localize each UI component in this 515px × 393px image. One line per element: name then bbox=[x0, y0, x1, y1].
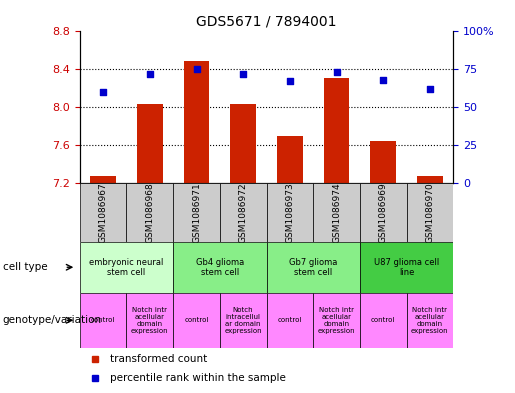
Text: embryonic neural
stem cell: embryonic neural stem cell bbox=[89, 257, 164, 277]
Point bbox=[193, 66, 201, 72]
Text: U87 glioma cell
line: U87 glioma cell line bbox=[374, 257, 439, 277]
Text: GSM1086969: GSM1086969 bbox=[379, 182, 388, 242]
Text: control: control bbox=[278, 317, 302, 323]
Text: GSM1086972: GSM1086972 bbox=[238, 182, 248, 242]
Point bbox=[286, 78, 294, 84]
Bar bbox=[313, 183, 360, 242]
Bar bbox=[267, 242, 360, 293]
Text: control: control bbox=[184, 317, 209, 323]
Bar bbox=[173, 293, 220, 348]
Point bbox=[239, 71, 247, 77]
Bar bbox=[230, 104, 256, 183]
Text: GSM1086968: GSM1086968 bbox=[145, 182, 154, 242]
Bar bbox=[80, 293, 127, 348]
Bar bbox=[417, 176, 443, 183]
Point bbox=[99, 89, 107, 95]
Text: GSM1086971: GSM1086971 bbox=[192, 182, 201, 242]
Text: control: control bbox=[371, 317, 396, 323]
Text: cell type: cell type bbox=[3, 262, 47, 272]
Point bbox=[379, 77, 387, 83]
Text: control: control bbox=[91, 317, 115, 323]
Text: GSM1086970: GSM1086970 bbox=[425, 182, 434, 242]
Bar bbox=[80, 242, 173, 293]
Text: percentile rank within the sample: percentile rank within the sample bbox=[110, 373, 286, 382]
Point bbox=[332, 69, 340, 75]
Bar bbox=[406, 293, 453, 348]
Title: GDS5671 / 7894001: GDS5671 / 7894001 bbox=[196, 15, 337, 29]
Text: GSM1086973: GSM1086973 bbox=[285, 182, 295, 242]
Bar bbox=[220, 293, 267, 348]
Bar bbox=[220, 183, 267, 242]
Bar bbox=[313, 293, 360, 348]
Bar bbox=[90, 176, 116, 183]
Bar bbox=[360, 183, 406, 242]
Bar bbox=[406, 183, 453, 242]
Point bbox=[426, 86, 434, 92]
Bar bbox=[127, 183, 173, 242]
Bar bbox=[360, 293, 406, 348]
Text: transformed count: transformed count bbox=[110, 354, 207, 364]
Text: Gb7 glioma
stem cell: Gb7 glioma stem cell bbox=[289, 257, 337, 277]
Text: Notch intr
acellular
domain
expression: Notch intr acellular domain expression bbox=[131, 307, 168, 334]
Text: Notch intr
acellular
domain
expression: Notch intr acellular domain expression bbox=[318, 307, 355, 334]
Text: Notch intr
acellular
domain
expression: Notch intr acellular domain expression bbox=[411, 307, 449, 334]
Text: GSM1086974: GSM1086974 bbox=[332, 182, 341, 242]
Bar bbox=[184, 61, 209, 183]
Bar bbox=[277, 136, 303, 183]
Bar bbox=[360, 242, 453, 293]
Text: Gb4 glioma
stem cell: Gb4 glioma stem cell bbox=[196, 257, 244, 277]
Bar bbox=[80, 183, 127, 242]
Bar bbox=[370, 141, 396, 183]
Bar bbox=[137, 104, 163, 183]
Bar bbox=[173, 183, 220, 242]
Text: Notch
intracellul
ar domain
expression: Notch intracellul ar domain expression bbox=[225, 307, 262, 334]
Bar bbox=[127, 293, 173, 348]
Bar bbox=[324, 78, 349, 183]
Point bbox=[146, 71, 154, 77]
Bar bbox=[267, 183, 313, 242]
Bar bbox=[267, 293, 313, 348]
Bar bbox=[173, 242, 267, 293]
Text: GSM1086967: GSM1086967 bbox=[99, 182, 108, 242]
Text: genotype/variation: genotype/variation bbox=[3, 315, 101, 325]
